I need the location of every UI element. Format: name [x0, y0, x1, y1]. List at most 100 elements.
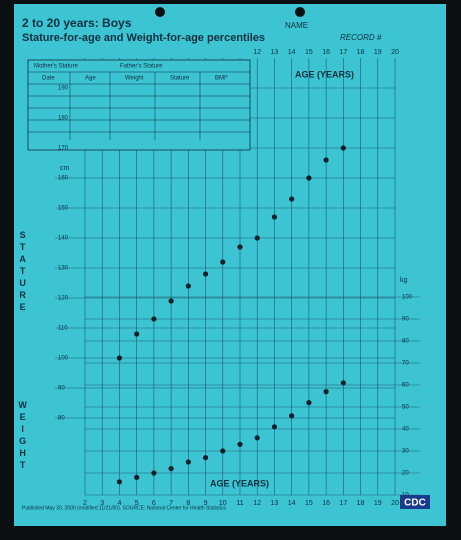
data-point	[255, 235, 260, 240]
punch-hole	[155, 7, 165, 17]
x-tick-label: 17	[339, 500, 347, 507]
x-tick-label: 17	[339, 49, 347, 56]
data-point	[341, 380, 346, 385]
y2-tick-label: 100	[402, 295, 413, 301]
data-point	[134, 331, 139, 336]
data-point	[220, 448, 225, 453]
data-point	[306, 400, 311, 405]
y-tick-label: 140	[58, 236, 69, 242]
y-axis-label: STATURE	[18, 230, 28, 314]
x-tick-label: 7	[169, 500, 173, 507]
x-tick-label: 18	[357, 500, 365, 507]
column-head: BMI*	[215, 76, 229, 82]
y2-tick-label: 20	[402, 471, 409, 477]
y2-tick-label: 50	[402, 405, 409, 411]
x-tick-label: 6	[152, 500, 156, 507]
x-tick-label: 2	[83, 500, 87, 507]
y-tick-label: 120	[58, 296, 69, 302]
chart-title: 2 to 20 years: Boys	[22, 16, 132, 30]
y2-tick-label: 30	[402, 449, 409, 455]
y-tick-label: 80	[58, 416, 65, 422]
y2-tick-label: 40	[402, 427, 409, 433]
data-point	[186, 283, 191, 288]
data-point	[169, 298, 174, 303]
x-tick-label: 19	[374, 500, 382, 507]
x-tick-label: 20	[391, 49, 399, 56]
y-tick-label: 160	[58, 176, 69, 182]
data-point	[134, 475, 139, 480]
y2-tick-label: 70	[402, 361, 409, 367]
form-box: Mother's Stature Father's Stature Date A…	[28, 60, 250, 150]
y2-tick-label: 10	[402, 493, 409, 499]
data-point	[220, 259, 225, 264]
logo-text: CDC	[404, 498, 426, 509]
x-axis-label: AGE (YEARS)	[295, 69, 354, 79]
y2-tick-label: 90	[402, 317, 409, 323]
x-tick-label: 19	[374, 49, 382, 56]
x-tick-label: 12	[253, 49, 261, 56]
column-head: Date	[42, 76, 55, 82]
y-unit: cm	[60, 165, 70, 172]
y-tick-label: 110	[58, 326, 68, 332]
data-point	[186, 459, 191, 464]
data-point	[117, 355, 122, 360]
data-point	[237, 442, 242, 447]
data-point	[289, 413, 294, 418]
data-point	[324, 389, 329, 394]
data-point	[341, 145, 346, 150]
column-head: Weight	[125, 76, 144, 82]
y2-tick-label: 60	[402, 383, 409, 389]
x-tick-label: 4	[117, 500, 121, 507]
column-head: Stature	[170, 76, 190, 82]
page: 2 to 20 years: Boys Stature-for-age and …	[0, 0, 461, 540]
y-tick-label: 170	[58, 146, 69, 152]
footer: Published May 30, 2000 (modified 11/21/0…	[22, 505, 226, 511]
chart-subtitle: Stature-for-age and Weight-for-age perce…	[22, 32, 265, 44]
data-point	[289, 196, 294, 201]
data-point	[151, 316, 156, 321]
y-tick-label: 130	[58, 266, 69, 272]
punch-hole	[295, 7, 305, 17]
data-point	[117, 479, 122, 484]
data-point	[255, 435, 260, 440]
x-tick-label: 13	[271, 49, 279, 56]
name-field: NAME	[285, 21, 308, 30]
data-point	[324, 157, 329, 162]
data-point	[203, 455, 208, 460]
x-tick-label: 11	[236, 500, 243, 507]
data-point	[151, 470, 156, 475]
data-point	[272, 214, 277, 219]
data-point	[237, 244, 242, 249]
x-tick-label: 16	[322, 49, 330, 56]
x-tick-label: 14	[288, 500, 296, 507]
x-tick-label: 15	[305, 49, 313, 56]
x-tick-label: 8	[186, 500, 190, 507]
x-tick-label: 20	[391, 500, 399, 507]
mother-label: Mother's Stature	[34, 64, 78, 70]
y2-axis-label: WEIGHT	[18, 400, 28, 472]
data-point	[272, 424, 277, 429]
x-axis-label: AGE (YEARS)	[210, 478, 269, 488]
data-point	[169, 466, 174, 471]
y-tick-label: 180	[58, 116, 69, 122]
y-tick-label: 100	[58, 356, 69, 362]
father-label: Father's Stature	[120, 64, 163, 70]
x-tick-label: 14	[288, 49, 296, 56]
chart: 2 to 20 years: Boys Stature-for-age and …	[0, 0, 461, 535]
y-tick-label: 150	[58, 206, 69, 212]
column-head: Age	[85, 76, 96, 82]
y-tick-label: 190	[58, 86, 69, 92]
x-tick-label: 12	[253, 500, 261, 507]
x-tick-label: 3	[100, 500, 104, 507]
x-tick-label: 13	[271, 500, 279, 507]
x-tick-label: 16	[322, 500, 330, 507]
record-field: RECORD #	[340, 33, 382, 42]
y2-unit: kg	[400, 277, 408, 284]
y2-tick-label: 80	[402, 339, 409, 345]
x-tick-label: 9	[204, 500, 208, 507]
data-point	[203, 271, 208, 276]
x-tick-label: 18	[357, 49, 365, 56]
data-point	[306, 175, 311, 180]
x-tick-label: 15	[305, 500, 313, 507]
x-tick-label: 5	[135, 500, 139, 507]
